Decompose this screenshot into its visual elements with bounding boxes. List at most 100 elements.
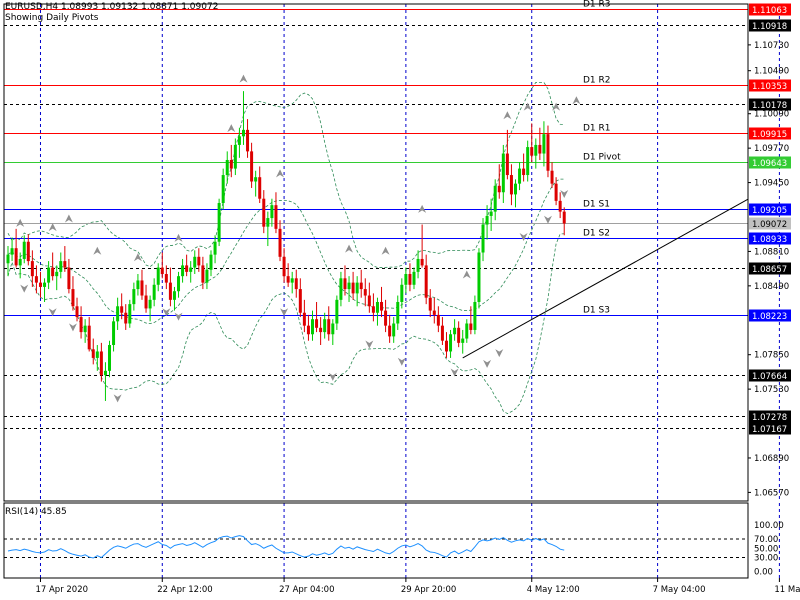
price-tag (749, 410, 791, 423)
candle-bear (91, 349, 95, 358)
price-axis: 1.11063 1.10918 1.10353 1.10178 1.09915 1.096… (748, 3, 791, 498)
candle-bull (514, 183, 517, 195)
price-tag (749, 262, 791, 275)
price-tag-label: 1.09072 (752, 220, 787, 230)
rsi-tick-label: 70.00 (754, 535, 778, 545)
candle-bull (404, 274, 408, 285)
fractal-down-arrow (365, 340, 374, 349)
envelope-bands (7, 81, 565, 415)
candle-bear (34, 276, 38, 283)
candle-bull (461, 338, 465, 343)
candle-bear (274, 205, 278, 229)
candle-bear (14, 248, 18, 266)
price-tick-label: 1.09770 (754, 144, 789, 154)
candle-bull (542, 134, 546, 154)
candle-bear (144, 295, 148, 309)
candle-bear (160, 267, 164, 275)
candle-bull (518, 168, 522, 184)
candle-bull (473, 301, 477, 330)
candle-bull (412, 271, 416, 285)
candle-bear (306, 325, 310, 335)
candle-bear (388, 325, 392, 337)
candle-bear (538, 144, 542, 154)
candle-bear (99, 351, 103, 376)
rsi-label: RSI(14) 45.85 (5, 507, 67, 517)
candle-bull (148, 299, 152, 309)
symbol-header: EURUSD,H4 1.08993 1.09132 1.08871 1.0907… (5, 2, 219, 12)
fractal-up-arrow (276, 169, 285, 178)
candle-bull (237, 136, 241, 145)
candle-bear (140, 280, 144, 296)
candle-bear (246, 129, 250, 152)
fractal-up-arrow (418, 204, 427, 213)
candle-bull (128, 304, 132, 324)
candle-bull (177, 276, 181, 292)
rsi-tick-label: 100.00 (754, 521, 784, 531)
candle-bear (286, 276, 290, 283)
fractal-up-arrow (239, 74, 248, 83)
candle-bull (205, 269, 209, 283)
price-tick-label: 1.10490 (754, 67, 789, 77)
candle-bear (26, 241, 30, 262)
pivots-caption: Showing Daily Pivots (5, 13, 99, 23)
level-name: D1 Pivot (583, 153, 621, 163)
price-tag (749, 309, 791, 322)
candle-bear (164, 274, 168, 283)
candle-bull (95, 351, 99, 358)
candle-bear (201, 265, 205, 283)
candle-bull (375, 301, 379, 313)
candle-bull (290, 278, 294, 283)
candle-bull (477, 252, 481, 302)
candle-bull (189, 267, 193, 272)
candle-bull (534, 144, 538, 156)
candle-bull (221, 175, 225, 204)
candle-bear (87, 325, 91, 350)
fractal-up-arrow (572, 96, 581, 105)
candle-bear (319, 327, 323, 333)
fractal-down-arrow (397, 357, 406, 366)
band-middle (7, 178, 565, 325)
candle-bull (485, 215, 489, 225)
price-tag (749, 79, 791, 92)
price-tick-label: 1.08490 (754, 282, 789, 292)
fractal-down-arrow (113, 394, 122, 403)
fractal-up-arrow (64, 214, 73, 223)
candle-bull (347, 282, 351, 290)
candle-bear (359, 282, 363, 290)
fractals (16, 74, 581, 403)
fractal-up-arrow (503, 111, 512, 120)
candle-bull (311, 319, 314, 335)
chart-frame (3, 3, 749, 579)
rsi-tick-label: 0.00 (754, 568, 773, 578)
pivot-levels: D1 R3 D1 R2 D1 R1 D1 Pivot D1 S1 D1 S2 D1 S3 (4, 0, 748, 429)
candle-bull (22, 241, 26, 259)
candle-bull (213, 241, 217, 255)
price-tag-label: 1.08933 (752, 235, 787, 245)
price-tag-label: 1.09915 (752, 130, 787, 140)
time-tick-label: 11 May 20:00 (774, 585, 800, 595)
trendline-layer[interactable] (462, 198, 749, 359)
level-name: D1 R2 (583, 76, 611, 86)
candle-bear (71, 289, 75, 307)
candle-bull (156, 267, 160, 285)
price-tag (749, 369, 791, 382)
candle-bull (217, 203, 221, 242)
candle-bull (108, 345, 111, 371)
fractal-down-arrow (48, 308, 57, 317)
candle-bear (302, 312, 306, 326)
fractal-down-arrow (280, 308, 289, 317)
price-tag (749, 422, 791, 435)
fractal-up-arrow (227, 124, 236, 133)
rsi-plot-border (3, 502, 749, 579)
fractal-down-arrow (20, 284, 29, 293)
price-tag (749, 19, 791, 32)
fractal-up-arrow (133, 253, 142, 262)
candle-bull (181, 265, 185, 277)
candle-bear (424, 265, 428, 298)
time-tick-label: 4 May 12:00 (527, 585, 580, 595)
band-upper (7, 81, 565, 268)
price-tag-label: 1.08223 (752, 312, 787, 322)
price-tag-label: 1.10353 (752, 82, 787, 92)
price-tick-label: 1.07530 (754, 385, 789, 395)
